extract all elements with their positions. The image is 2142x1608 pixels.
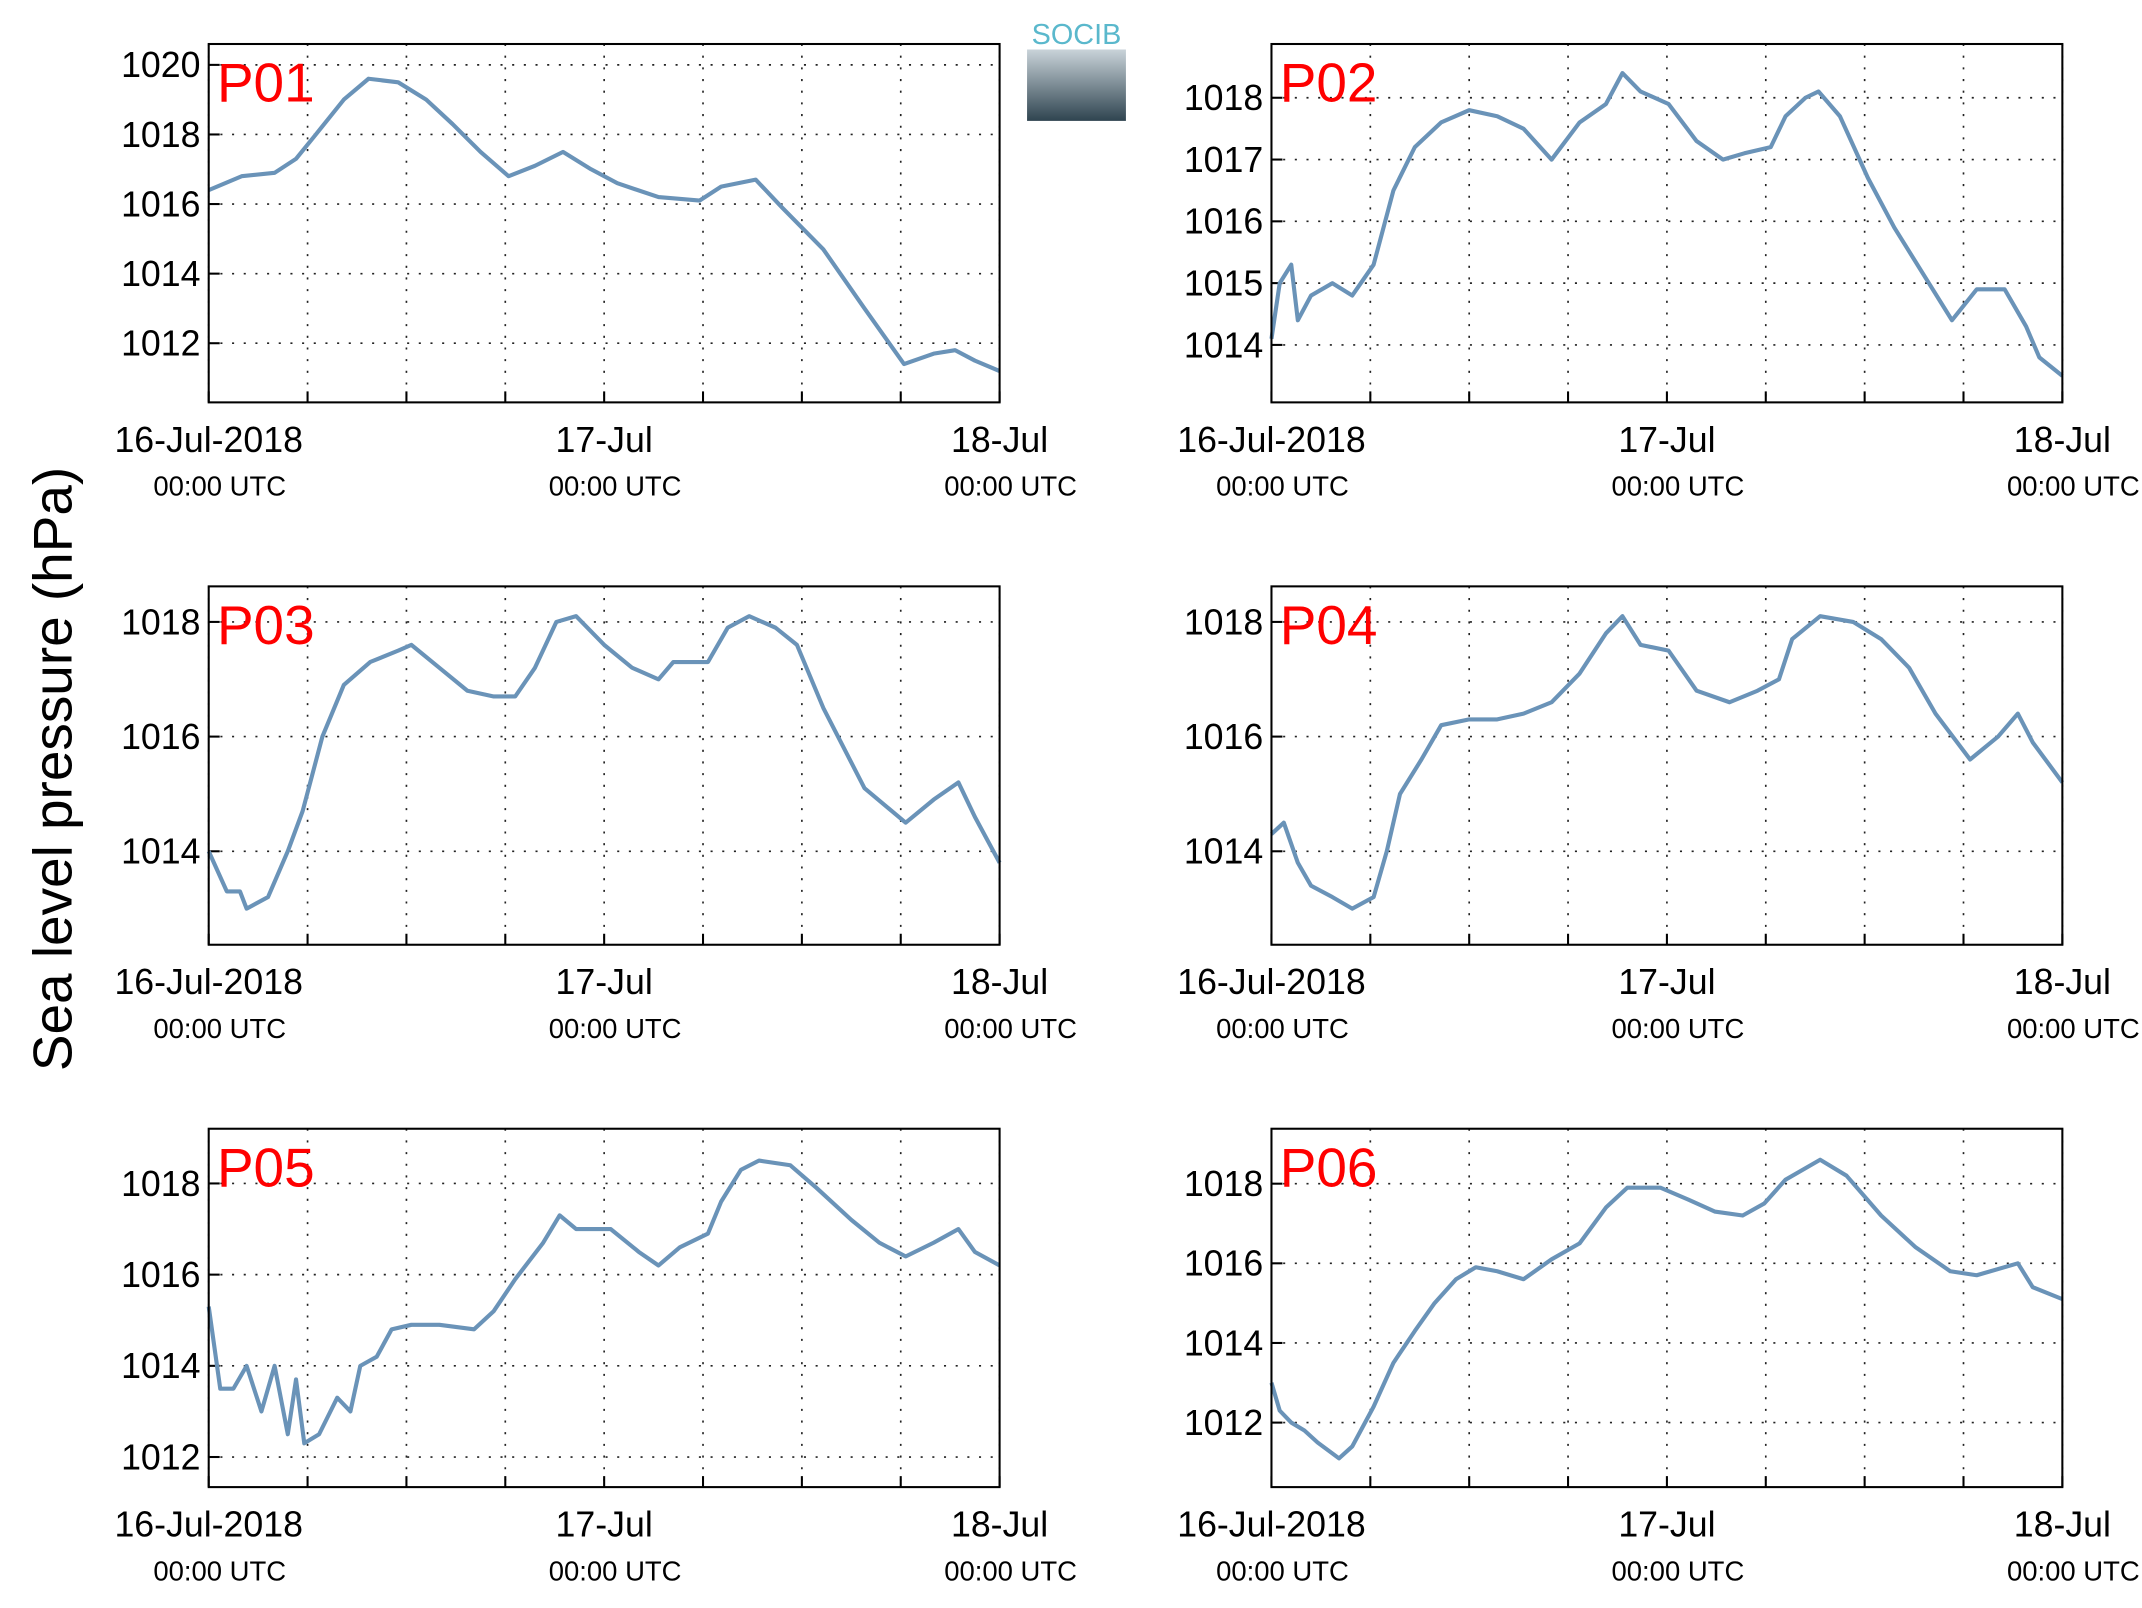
line <box>1270 614 2065 911</box>
plot-frame <box>1270 585 2064 946</box>
y-tick-label: 1014 <box>1184 832 1263 872</box>
x-tick-sublabel: 00:00 UTC <box>1612 1013 1745 1044</box>
panel-title: P06 <box>1280 1136 1378 1198</box>
x-tick-sublabel: 00:00 UTC <box>153 1013 286 1044</box>
x-tick-sublabel: 00:00 UTC <box>549 1013 682 1044</box>
y-tick-label: 1014 <box>121 1346 200 1386</box>
x-tick-sublabel: 00:00 UTC <box>1216 1555 1349 1586</box>
y-tick-label: 1014 <box>1184 1323 1263 1363</box>
x-tick-sublabel: 00:00 UTC <box>944 471 1077 502</box>
x-tick-sublabel: 00:00 UTC <box>549 471 682 502</box>
line <box>1269 71 2064 378</box>
y-tick-label: 1016 <box>1184 1244 1263 1284</box>
x-tick-label: 18-Jul <box>951 962 1048 1002</box>
x-tick-sublabel: 00:00 UTC <box>944 1555 1077 1586</box>
line <box>206 614 1002 911</box>
y-tick-label: 1016 <box>121 184 200 224</box>
x-tick-sublabel: 00:00 UTC <box>1612 471 1745 502</box>
x-tick-label: 17-Jul <box>1618 962 1715 1002</box>
y-tick-label: 1017 <box>1184 140 1263 180</box>
y-tick-label: 1014 <box>1184 325 1263 365</box>
y-tick-label: 1018 <box>1184 1164 1263 1204</box>
x-tick-label: 18-Jul <box>2014 1505 2111 1545</box>
panel-title: P02 <box>1280 52 1378 114</box>
y-tick-label: 1016 <box>121 717 200 757</box>
y-tick-label: 1016 <box>121 1255 200 1295</box>
logo-text: SOCIB <box>1032 19 1122 51</box>
logo: SOCIB <box>1027 19 1126 121</box>
y-tick-label: 1018 <box>1184 78 1263 118</box>
panel-title: P04 <box>1280 594 1378 656</box>
x-tick-sublabel: 00:00 UTC <box>2007 1555 2140 1586</box>
y-tick-label: 1016 <box>1184 202 1263 242</box>
y-axis-label: Sea level pressure (hPa) <box>21 467 83 1071</box>
x-tick-label: 17-Jul <box>556 962 653 1002</box>
y-tick-label: 1012 <box>121 1437 200 1477</box>
y-tick-label: 1015 <box>1184 263 1263 303</box>
x-tick-label: 17-Jul <box>1618 420 1715 460</box>
logo-block <box>1027 49 1126 121</box>
y-tick-label: 1018 <box>1184 602 1263 642</box>
plot-frame <box>1270 1127 2064 1489</box>
plot-frame <box>207 42 1001 404</box>
x-tick-sublabel: 00:00 UTC <box>549 1555 682 1586</box>
x-tick-sublabel: 00:00 UTC <box>2007 471 2140 502</box>
x-tick-sublabel: 00:00 UTC <box>2007 1013 2140 1044</box>
x-tick-label: 16-Jul-2018 <box>1177 420 1365 460</box>
y-tick-label: 1018 <box>121 115 200 155</box>
x-tick-label: 18-Jul <box>951 1505 1048 1545</box>
x-tick-label: 17-Jul <box>1618 1505 1715 1545</box>
x-tick-sublabel: 00:00 UTC <box>153 1555 286 1586</box>
y-tick-label: 1012 <box>121 324 200 364</box>
line <box>206 1158 1001 1446</box>
panel-title: P05 <box>217 1136 315 1198</box>
plot-frame <box>207 1127 1001 1489</box>
y-tick-label: 1018 <box>121 602 200 642</box>
x-tick-label: 17-Jul <box>556 420 653 460</box>
plot-frame <box>1270 42 2064 404</box>
x-tick-label: 17-Jul <box>556 1505 653 1545</box>
x-tick-label: 18-Jul <box>2014 420 2111 460</box>
x-tick-sublabel: 00:00 UTC <box>153 471 286 502</box>
x-tick-label: 16-Jul-2018 <box>1177 962 1365 1002</box>
x-tick-sublabel: 00:00 UTC <box>1612 1555 1745 1586</box>
x-tick-label: 16-Jul-2018 <box>114 962 302 1002</box>
plot-frame <box>207 585 1001 946</box>
x-tick-label: 16-Jul-2018 <box>114 420 302 460</box>
x-tick-label: 16-Jul-2018 <box>1177 1505 1365 1545</box>
line <box>207 76 1001 373</box>
line <box>1269 1157 2064 1461</box>
x-tick-label: 16-Jul-2018 <box>114 1505 302 1545</box>
x-tick-sublabel: 00:00 UTC <box>1216 471 1349 502</box>
x-tick-label: 18-Jul <box>951 420 1048 460</box>
x-tick-label: 18-Jul <box>2014 962 2111 1002</box>
x-tick-sublabel: 00:00 UTC <box>1216 1013 1349 1044</box>
panel-title: P03 <box>217 594 315 656</box>
y-tick-label: 1012 <box>1184 1403 1263 1443</box>
y-tick-label: 1018 <box>121 1164 200 1204</box>
y-tick-label: 1014 <box>121 832 200 872</box>
x-tick-sublabel: 00:00 UTC <box>944 1013 1077 1044</box>
y-tick-label: 1020 <box>121 45 200 85</box>
y-tick-label: 1016 <box>1184 717 1263 757</box>
y-tick-label: 1014 <box>121 254 200 294</box>
panel-title: P01 <box>217 52 315 114</box>
